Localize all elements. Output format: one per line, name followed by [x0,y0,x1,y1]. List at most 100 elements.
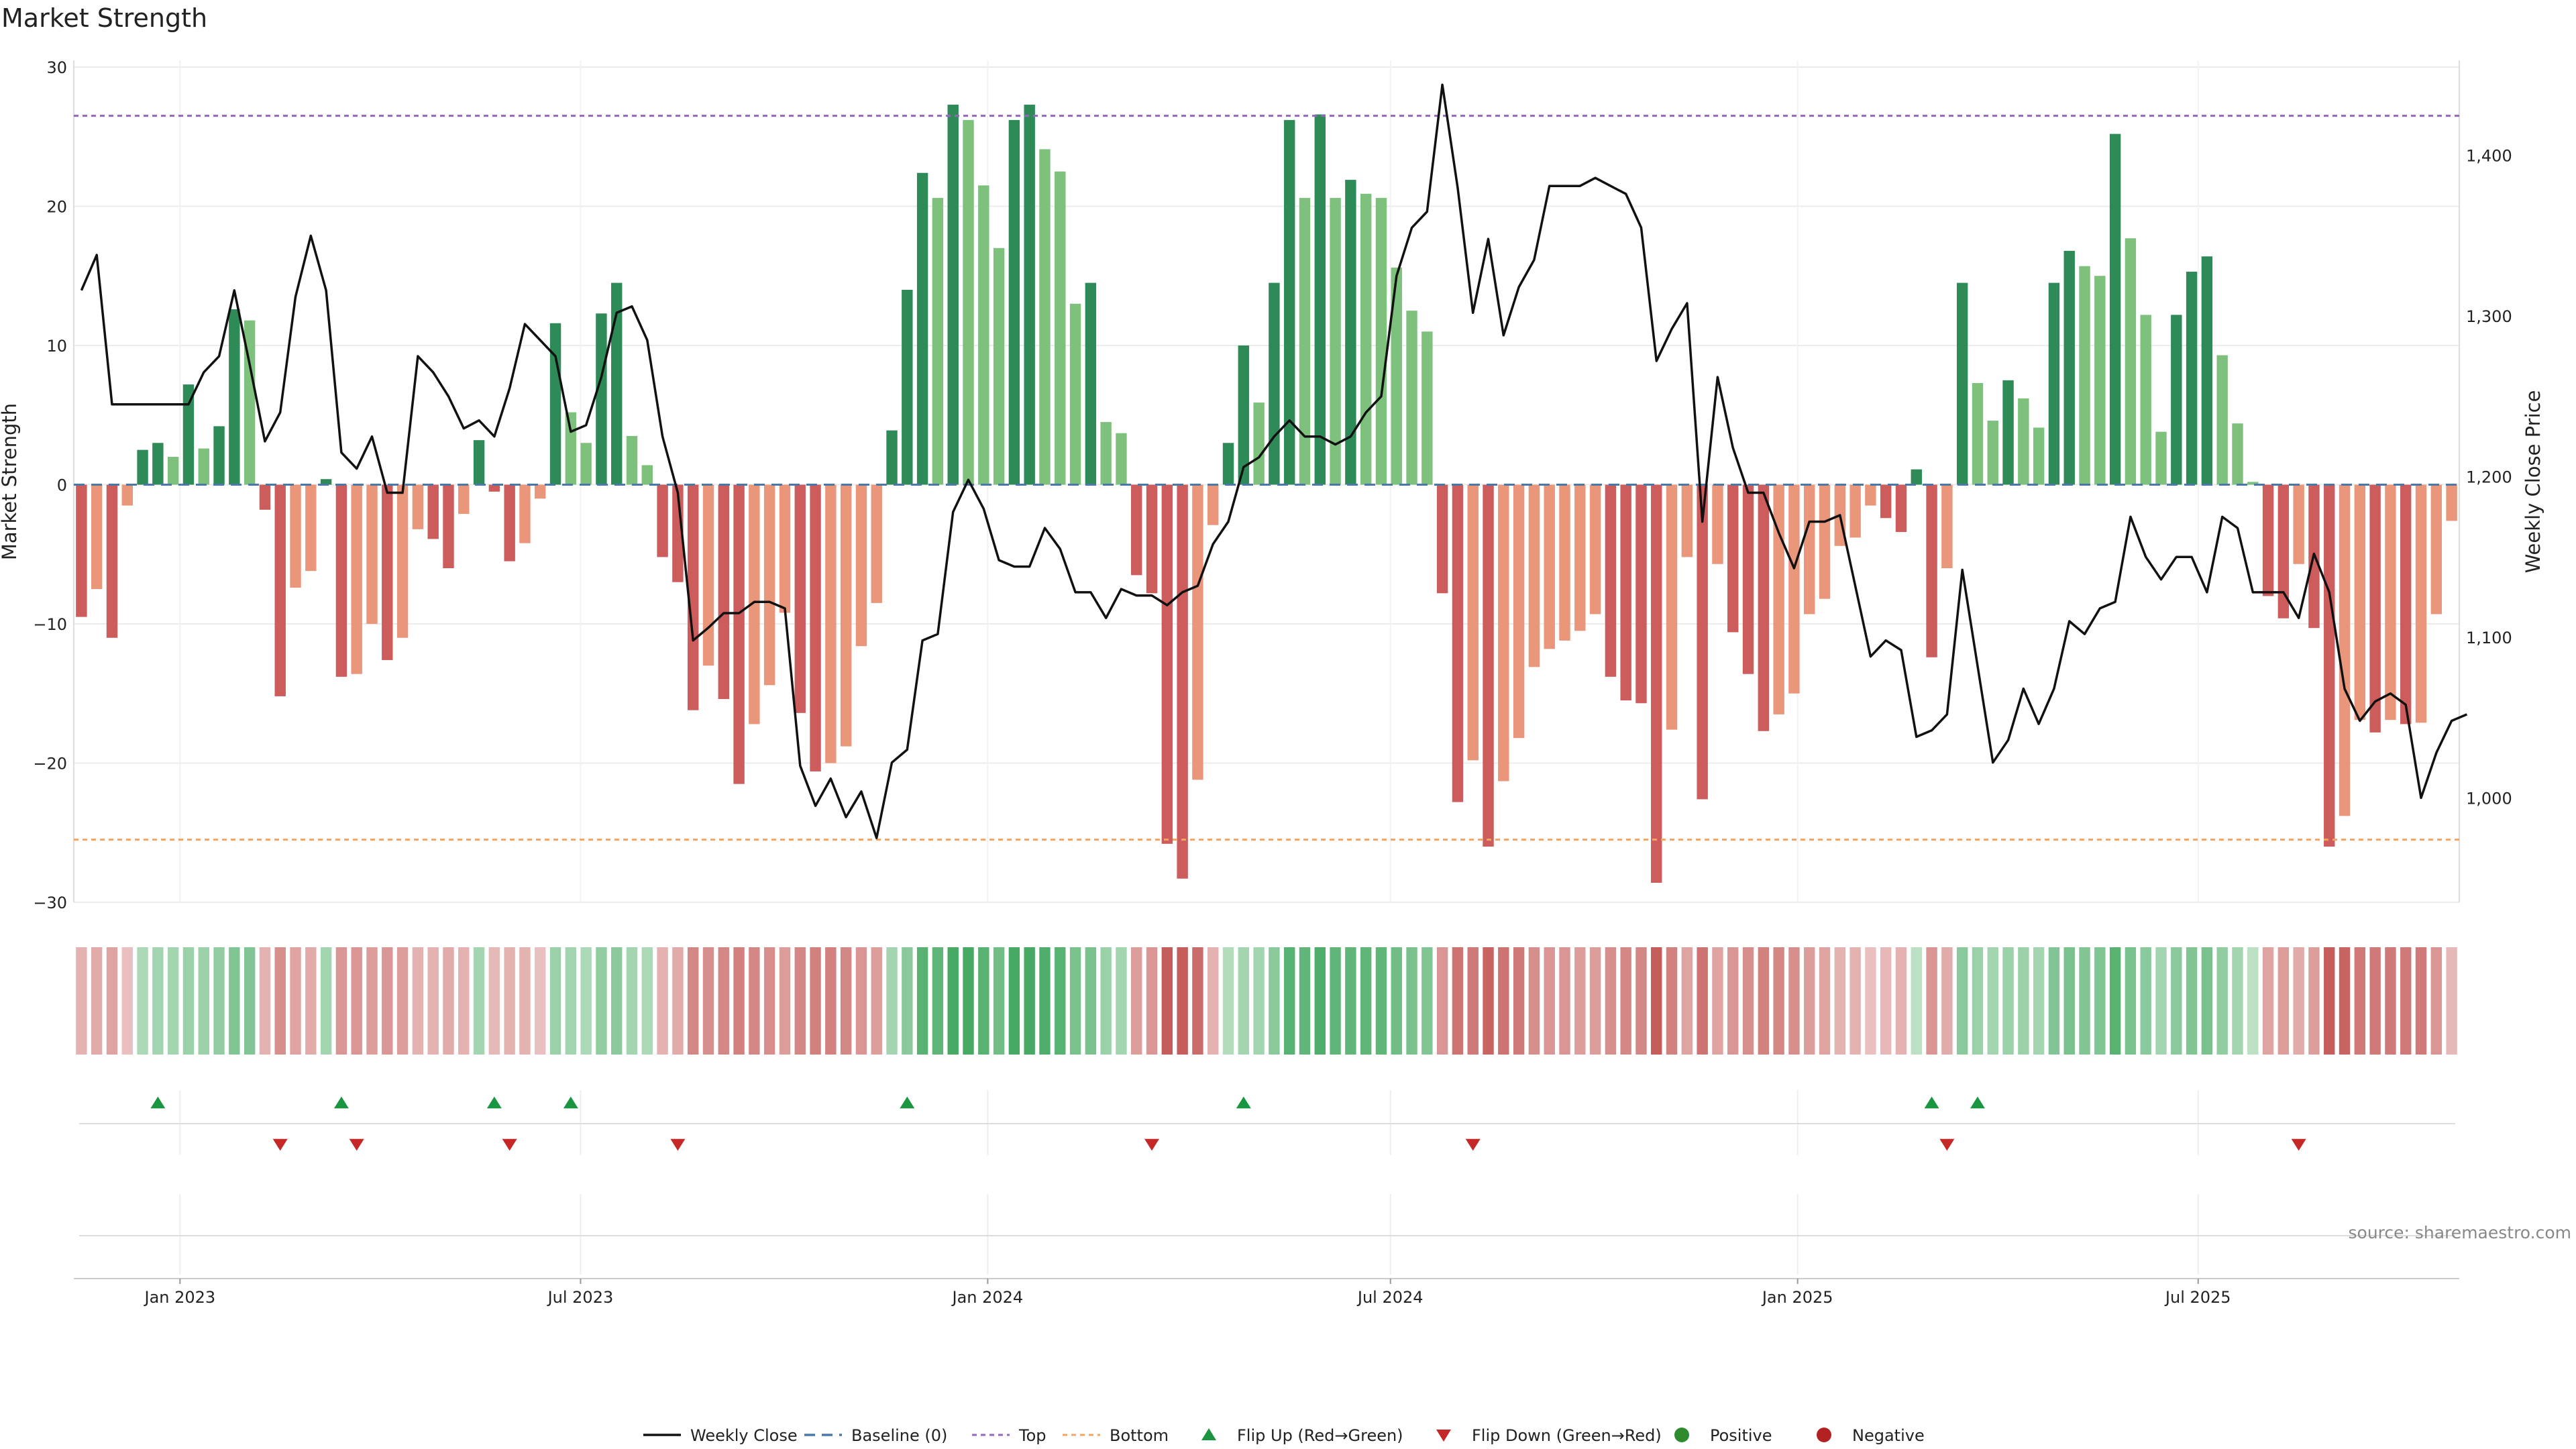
strength-bar [1865,484,1876,506]
legend-item-top: Top [972,1426,1046,1445]
strength-bar [855,484,867,647]
flip-down-marker [1144,1138,1160,1151]
heat-cell [76,947,87,1055]
weekly-close-line [80,83,2468,839]
heat-cell [718,947,729,1055]
heat-cell [2354,947,2366,1055]
strength-bar [1483,484,1494,847]
strength-bar [886,430,898,485]
heat-cell [152,947,164,1055]
heat-cell [657,947,668,1055]
strength-bar [167,457,179,485]
heat-cell [305,947,317,1055]
strength-bar [2033,427,2045,485]
heat-cell [1849,947,1861,1055]
heat-cell [1742,947,1754,1055]
strength-bar [1208,484,1219,525]
legend-item-positive: Positive [1674,1426,1772,1445]
heat-cell [1131,947,1142,1055]
strength-bar [1895,484,1907,533]
heat-cell [1773,947,1784,1055]
heat-cell [549,947,561,1055]
strength-bar [2277,484,2290,619]
heat-cell [1208,947,1219,1055]
strength-bar [1406,311,1417,485]
heat-cell [396,947,409,1055]
heat-cell [1681,947,1693,1055]
strength-bar [1299,198,1311,485]
heat-cell [259,947,271,1055]
strength-bar [458,484,470,515]
heat-cell [1406,947,1417,1055]
strength-bar [504,484,515,561]
heat-cell [2140,947,2151,1055]
strength-bar [763,484,775,686]
strength-bar [76,484,87,617]
strength-bar [1314,114,1326,485]
heat-cell [2232,947,2243,1055]
strength-bar [1345,180,1356,485]
strength-bar [1911,469,1922,485]
strength-bar [2247,482,2259,485]
strength-bar [1269,282,1280,485]
strength-bar [1008,119,1020,485]
heat-cell [1360,947,1372,1055]
y-tick-label-left: 20 [46,198,67,217]
heat-cell [106,947,118,1055]
strength-bar [2125,238,2137,485]
strength-bar [198,448,209,485]
y-tick-label-left: 30 [46,58,67,77]
strength-bar [1941,484,1953,568]
strength-bar [351,484,362,674]
heat-cell [198,947,209,1055]
y-tick-label-left: 0 [57,476,67,495]
strength-bar [1589,484,1601,614]
heat-cell [1727,947,1739,1055]
strength-bar [382,484,393,660]
heat-cell [1345,947,1356,1055]
strength-bar [2201,256,2213,485]
strength-bar [1544,484,1555,649]
heat-cell [320,947,332,1055]
heat-cell [1987,947,1998,1055]
strength-bar [1513,484,1525,739]
reference-lines [74,115,2459,841]
heat-cell [1620,947,1631,1055]
strength-bar [1330,198,1341,485]
strength-bar [565,412,577,485]
heat-cell [1865,947,1876,1055]
strength-bar [1742,484,1754,674]
strength-heatmap [76,947,2457,1055]
flip-up-marker [1924,1096,1939,1109]
heat-cell [1146,947,1158,1055]
heat-cell [1467,947,1479,1055]
strength-bar [1712,484,1723,564]
heat-cell [1666,947,1678,1055]
strength-bar [1926,484,1937,657]
strength-bar [2385,484,2396,720]
legend-label: Weekly Close [690,1426,798,1445]
heat-cell [1024,947,1035,1055]
flip-down-marker [1939,1138,1955,1151]
heat-cell [412,947,424,1055]
x-tick-label: Jan 2023 [143,1288,215,1307]
strength-bar [871,484,882,603]
heat-cell [2430,947,2443,1055]
heat-cell [2171,947,2182,1055]
heat-cell [1651,947,1662,1055]
strength-bar [626,435,638,485]
strength-bar [1421,331,1433,485]
heat-cell [1880,947,1892,1055]
strength-bar [1651,484,1662,883]
strength-bar [1085,282,1097,485]
strength-bar [1666,484,1678,730]
strength-bar [427,484,439,539]
legend-item-negative: Negative [1817,1426,1925,1445]
strength-bar [2048,282,2060,485]
strength-bar [443,484,454,568]
weekly-close-series [80,83,2468,839]
heat-cell [1436,947,1448,1055]
heat-cell [167,947,179,1055]
strength-bar [702,484,714,666]
